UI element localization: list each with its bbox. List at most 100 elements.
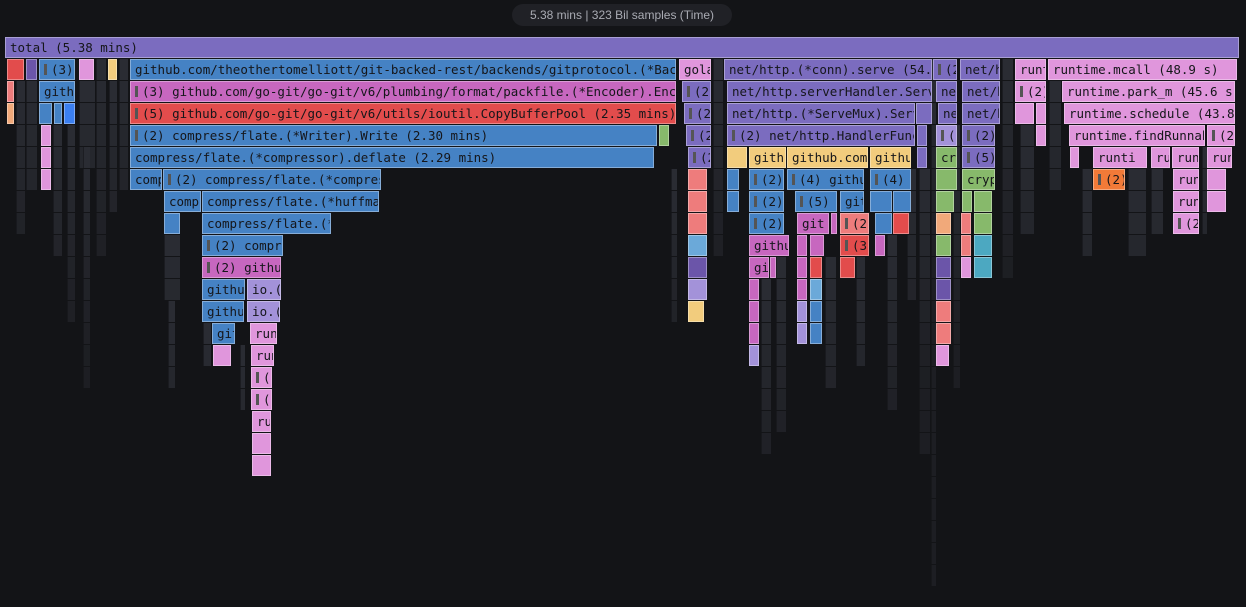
flame-frame-collapsed[interactable]: [1001, 103, 1013, 124]
flame-frame-collapsed[interactable]: [712, 235, 723, 256]
flame-frame-collapsed[interactable]: [775, 279, 786, 300]
flame-frame[interactable]: [64, 103, 75, 124]
flame-frame[interactable]: run: [1207, 147, 1232, 168]
flame-frame[interactable]: [163, 213, 180, 234]
flame-frame[interactable]: [809, 301, 822, 322]
flame-frame-collapsed[interactable]: [931, 521, 937, 542]
flame-frame-collapsed[interactable]: [1081, 169, 1092, 190]
flame-frame-collapsed[interactable]: [108, 147, 118, 168]
flame-frame[interactable]: [1035, 103, 1046, 124]
flame-frame-collapsed[interactable]: [96, 147, 107, 168]
flame-frame-collapsed[interactable]: [918, 301, 930, 322]
flame-frame[interactable]: comp: [129, 169, 162, 190]
flame-frame-collapsed[interactable]: [239, 389, 245, 410]
flame-frame-collapsed[interactable]: [53, 125, 62, 146]
flame-frame-collapsed[interactable]: [886, 323, 897, 344]
flame-frame[interactable]: runtime.findRunnab: [1068, 125, 1206, 146]
flame-frame[interactable]: [935, 213, 951, 234]
flame-frame-collapsed[interactable]: [931, 345, 937, 366]
flame-frame[interactable]: run: [1150, 147, 1170, 168]
flame-frame[interactable]: runti: [1093, 147, 1147, 168]
flame-frame[interactable]: [40, 169, 52, 190]
flame-frame-collapsed[interactable]: [775, 345, 786, 366]
flame-frame-collapsed[interactable]: [906, 235, 917, 256]
flame-frame-collapsed[interactable]: [1020, 191, 1034, 212]
flame-frame-collapsed[interactable]: [953, 235, 960, 256]
flame-frame[interactable]: run: [1172, 169, 1199, 190]
flame-frame-collapsed[interactable]: [1127, 213, 1147, 234]
flame-frame-collapsed[interactable]: [825, 301, 837, 322]
flame-frame-collapsed[interactable]: [1081, 191, 1092, 212]
flame-frame[interactable]: (3): [839, 235, 869, 256]
flame-frame-collapsed[interactable]: [918, 213, 930, 234]
flame-frame[interactable]: [917, 125, 928, 146]
flame-frame-collapsed[interactable]: [953, 323, 960, 344]
flame-frame-collapsed[interactable]: [953, 301, 960, 322]
flame-frame[interactable]: io.(: [247, 279, 281, 300]
flame-frame-collapsed[interactable]: [25, 125, 38, 146]
flame-frame-collapsed[interactable]: [931, 367, 937, 388]
flame-frame-collapsed[interactable]: [118, 125, 129, 146]
flame-frame[interactable]: net/h: [962, 81, 1001, 102]
flame-frame-collapsed[interactable]: [82, 279, 91, 300]
flame-frame-collapsed[interactable]: [1001, 191, 1013, 212]
flame-frame-collapsed[interactable]: [53, 235, 62, 256]
flame-frame[interactable]: [748, 279, 759, 300]
flame-frame-collapsed[interactable]: [1048, 169, 1061, 190]
flame-frame[interactable]: git: [748, 257, 769, 278]
flame-frame[interactable]: github.com/: [787, 147, 868, 168]
flame-frame[interactable]: runtime.mcall (48.9 s): [1047, 59, 1238, 80]
flame-frame[interactable]: [748, 301, 759, 322]
flame-frame-collapsed[interactable]: [96, 103, 107, 124]
flame-frame[interactable]: [252, 433, 271, 454]
flame-frame[interactable]: githu: [201, 279, 245, 300]
flame-frame-collapsed[interactable]: [164, 257, 181, 278]
flame-frame[interactable]: [892, 191, 911, 212]
flame-frame[interactable]: github.com/theothertomelliott/git-backed…: [129, 59, 676, 80]
flame-frame-collapsed[interactable]: [670, 279, 677, 300]
flame-frame[interactable]: [917, 147, 928, 168]
flame-frame-collapsed[interactable]: [239, 367, 245, 388]
flame-frame-collapsed[interactable]: [66, 191, 76, 212]
flame-frame-collapsed[interactable]: [760, 345, 771, 366]
flame-frame[interactable]: [25, 59, 37, 80]
flame-frame-collapsed[interactable]: [670, 191, 677, 212]
flame-frame[interactable]: run: [250, 323, 278, 344]
flame-frame-collapsed[interactable]: [825, 323, 837, 344]
flame-frame[interactable]: [935, 191, 954, 212]
flame-frame-collapsed[interactable]: [66, 279, 76, 300]
flame-frame[interactable]: (2: [1172, 213, 1199, 234]
flame-frame-collapsed[interactable]: [953, 191, 960, 212]
flame-frame[interactable]: io.(: [247, 301, 280, 322]
flame-frame-collapsed[interactable]: [1151, 213, 1164, 234]
flame-frame[interactable]: (2: [932, 59, 958, 80]
flame-frame-collapsed[interactable]: [108, 103, 118, 124]
flame-frame-collapsed[interactable]: [825, 345, 837, 366]
flame-frame[interactable]: [935, 235, 951, 256]
flame-frame-collapsed[interactable]: [931, 147, 937, 168]
flame-frame[interactable]: (2) compress/flate.(*compress: [162, 169, 382, 190]
flame-frame[interactable]: (2): [1014, 81, 1046, 102]
flame-frame-collapsed[interactable]: [712, 191, 723, 212]
flame-frame[interactable]: net: [935, 81, 958, 102]
flame-frame[interactable]: [797, 323, 807, 344]
flame-frame-collapsed[interactable]: [931, 411, 937, 432]
flame-frame[interactable]: [961, 235, 971, 256]
flame-frame-collapsed[interactable]: [164, 235, 181, 256]
flame-frame[interactable]: (2) compre: [201, 235, 283, 256]
flame-frame-collapsed[interactable]: [918, 389, 930, 410]
flame-frame[interactable]: githu: [869, 147, 911, 168]
flame-frame-collapsed[interactable]: [670, 213, 677, 234]
flame-frame-root[interactable]: total (5.38 mins): [5, 37, 1239, 58]
flame-frame[interactable]: [726, 147, 747, 168]
flame-frame[interactable]: (2) github: [201, 257, 281, 278]
flame-frame-collapsed[interactable]: [1020, 213, 1034, 234]
flame-frame[interactable]: (3: [935, 125, 958, 146]
flame-frame-collapsed[interactable]: [108, 191, 118, 212]
flame-frame[interactable]: net/h: [960, 59, 1001, 80]
flame-frame[interactable]: [6, 103, 14, 124]
flame-frame-collapsed[interactable]: [66, 125, 76, 146]
flame-frame-collapsed[interactable]: [906, 257, 917, 278]
flame-frame-collapsed[interactable]: [712, 81, 723, 102]
flame-frame[interactable]: compress/flate.(*huffman: [201, 191, 379, 212]
